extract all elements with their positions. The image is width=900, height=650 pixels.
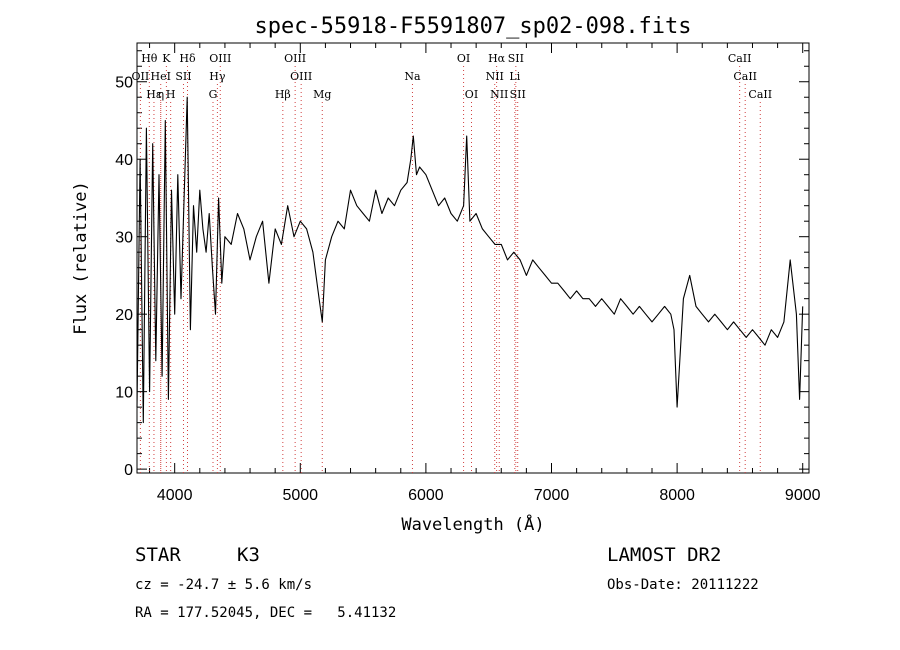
line-marker-label: OIII <box>209 52 231 65</box>
line-marker-label: SII <box>508 52 524 65</box>
line-marker-label: OI <box>457 52 470 65</box>
x-axis-label: Wavelength (Å) <box>401 513 544 535</box>
line-marker-label: SII <box>175 70 191 83</box>
ra-dec: RA = 177.52045, DEC = 5.41132 <box>135 605 397 621</box>
line-marker-label: CaII <box>728 52 752 65</box>
line-marker-label: HeI <box>151 70 171 83</box>
line-marker-label: G <box>209 88 218 101</box>
obs-date: Obs-Date: 20111222 <box>607 577 759 593</box>
x-tick-label: 4000 <box>157 487 193 504</box>
x-tick-label: 7000 <box>534 487 570 504</box>
line-marker-label: OII <box>132 70 150 83</box>
line-marker-label: CaII <box>748 88 772 101</box>
x-tick-label: 6000 <box>408 487 444 504</box>
y-tick-label: 0 <box>124 462 133 479</box>
line-marker-label: SII <box>510 88 526 101</box>
line-marker-label: Li <box>509 70 520 83</box>
line-marker-label: NII <box>490 88 508 101</box>
line-marker-label: η <box>157 88 164 101</box>
x-tick-label: 8000 <box>659 487 695 504</box>
object-class: STAR <box>135 544 181 566</box>
line-marker-label: OIII <box>284 52 306 65</box>
line-marker-label: CaII <box>733 70 757 83</box>
line-marker-label: Hθ <box>141 52 158 65</box>
line-marker-label: Hγ <box>209 70 226 83</box>
line-marker-label: K <box>162 52 171 65</box>
y-tick-label: 30 <box>115 230 133 247</box>
x-tick-label: 5000 <box>282 487 318 504</box>
object-subclass: K3 <box>237 544 260 566</box>
line-marker-label: Mg <box>313 88 331 101</box>
y-tick-label: 40 <box>115 152 133 169</box>
y-tick-label: 20 <box>115 307 133 324</box>
plot-frame <box>136 42 810 474</box>
y-tick-label: 10 <box>115 385 133 402</box>
spectrum-line <box>136 96 804 424</box>
y-axis-label: Flux (relative) <box>71 181 91 335</box>
line-marker-label: Na <box>404 70 421 83</box>
x-tick-label: 9000 <box>785 487 821 504</box>
line-marker-label: Hα <box>488 52 506 65</box>
y-tick-label: 50 <box>115 75 133 92</box>
line-marker-label: H <box>166 88 176 101</box>
chart-title: spec-55918-F5591807_sp02-098.fits <box>254 14 691 39</box>
line-marker-label: Hδ <box>179 52 196 65</box>
redshift-text: cz = -24.7 ± 5.6 km/s <box>135 577 313 593</box>
line-marker-label: NII <box>486 70 504 83</box>
line-marker-label: OI <box>465 88 478 101</box>
line-marker-label: Hε <box>146 88 162 101</box>
line-marker-label: Hβ <box>275 88 291 101</box>
line-marker-label: OIII <box>290 70 312 83</box>
survey-name: LAMOST DR2 <box>607 544 722 566</box>
